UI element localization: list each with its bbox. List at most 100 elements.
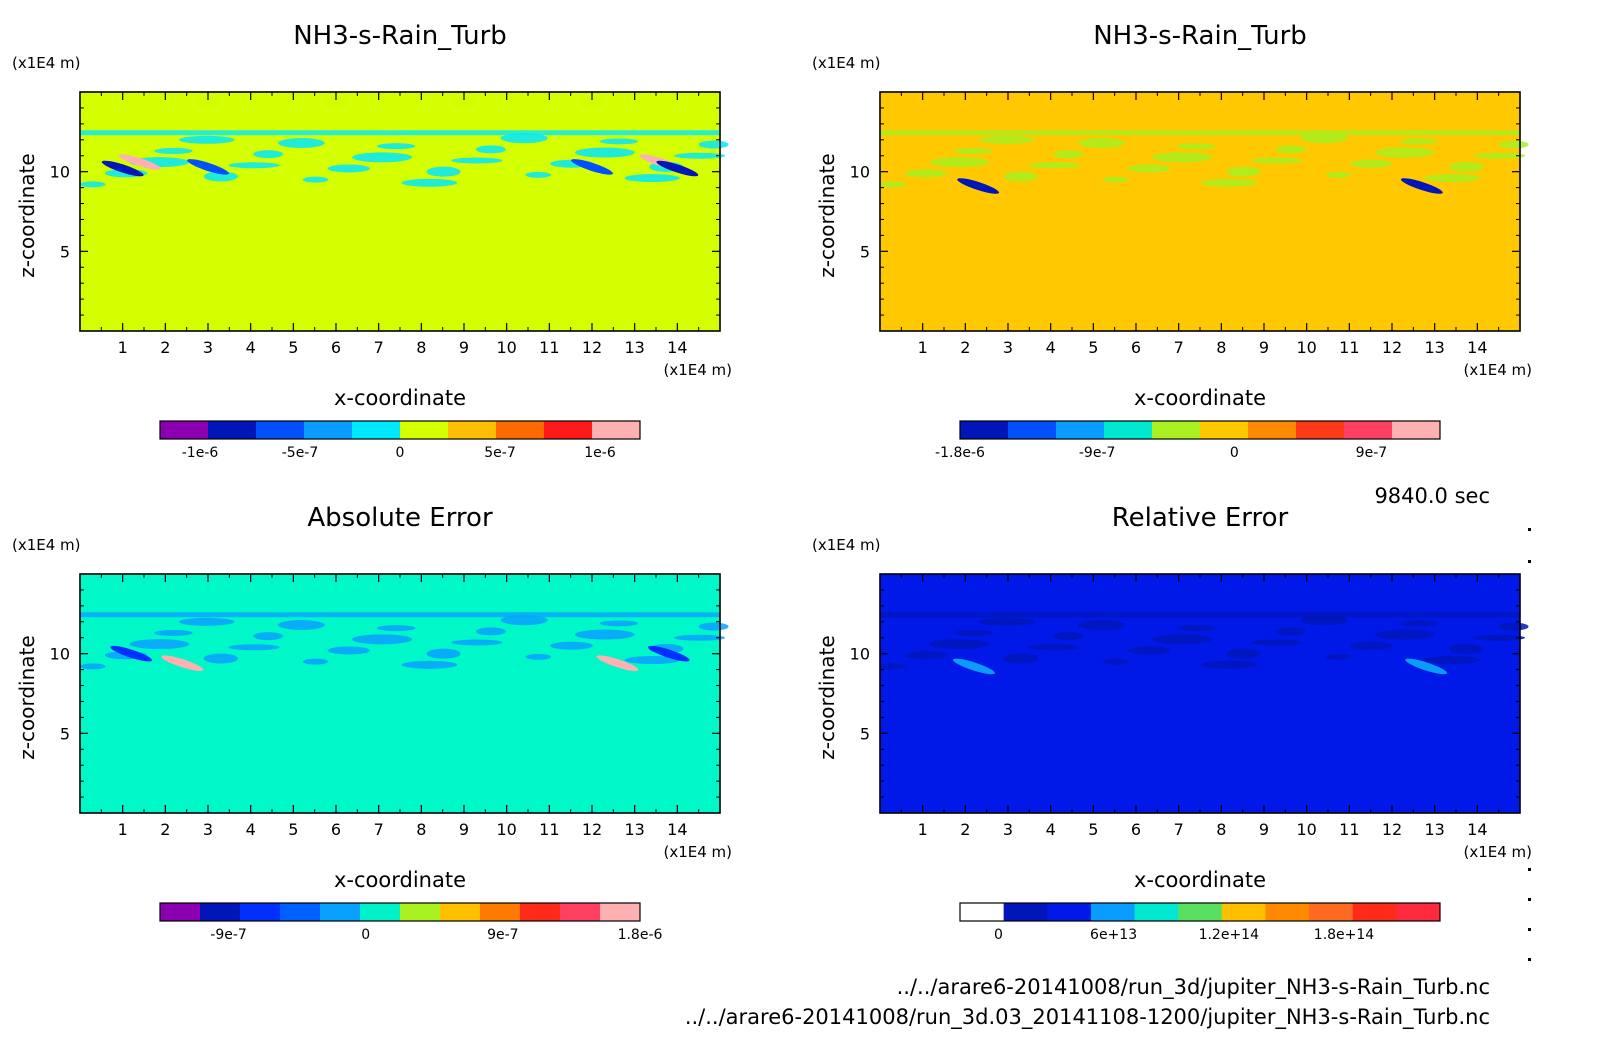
field-feature [161,655,204,672]
field-band [277,137,325,148]
field-band [228,644,280,651]
field-band [599,138,639,145]
chart-title: NH3-s-Rain_Turb [1093,21,1307,51]
y-axis-label: z-coordinate [815,153,839,277]
chart-panel-3: Absolute Error(x1E4 m)1 2 3 4 5 6 7 8 9 10 11 12 13 1… [12,503,732,943]
field-band [1374,629,1435,640]
x-tick-label: 3 [1003,338,1013,357]
field-band [880,663,906,670]
x-tick-label: 11 [1339,820,1359,839]
x-tick-label: 11 [539,338,559,357]
colorbar-segment [160,421,209,439]
field-band [475,145,506,154]
field-band [1473,634,1526,641]
x-tick-label: 8 [416,338,426,357]
field-band [954,629,993,636]
x-tick-label: 5 [288,338,298,357]
x-tick-label: 2 [960,338,970,357]
y-tick-label: 10 [850,645,870,664]
x-tick-label: 12 [1382,820,1402,839]
x-tick-label: 7 [374,338,384,357]
field-band [525,171,552,178]
field-band [426,648,461,659]
colorbar-tick-label: 5e-7 [484,445,515,461]
colorbar-tick-label: 0 [396,445,405,461]
x-tick-label: 5 [1088,338,1098,357]
dot-mark [1528,868,1531,871]
y-tick-label: 5 [60,724,70,743]
field-band [203,171,238,182]
field-band [376,625,416,632]
field-band [1399,620,1439,627]
field-band [1325,653,1352,660]
x-unit-label: (x1E4 m) [1463,361,1532,379]
colorbar-segment [496,421,545,439]
x-tick-label: 12 [582,338,602,357]
colorbar-tick-label: -9e-7 [210,927,247,943]
colorbar-tick-label: 0 [1230,445,1239,461]
field-band [1275,145,1306,154]
x-tick-label: 4 [246,338,256,357]
y-tick-label: 5 [60,242,70,261]
colorbar-segment [600,903,641,921]
field-band [401,178,458,187]
dot-mark [1528,528,1531,531]
colorbar-segment [520,903,561,921]
colorbar-tick-label: -5e-7 [282,445,319,461]
x-tick-label: 10 [496,820,516,839]
colorbar-segment [304,421,353,439]
x-tick-label: 5 [1088,820,1098,839]
field-band [904,169,948,178]
field-band [1300,133,1348,144]
field-feature [596,655,639,672]
x-tick-label: 11 [1339,338,1359,357]
field-feature [187,159,229,175]
y-tick-label: 10 [850,163,870,182]
field-band [1300,615,1348,626]
field-band [302,658,329,665]
x-tick-label: 12 [1382,338,1402,357]
colorbar-segment [352,421,401,439]
x-tick-label: 13 [1424,820,1444,839]
y-unit-label: (x1E4 m) [12,54,81,72]
field-feature [1405,658,1448,675]
chart-title: NH3-s-Rain_Turb [293,21,507,51]
field-feature [118,154,161,170]
x-tick-label: 10 [496,338,516,357]
field-band [80,663,106,670]
field-band [1325,171,1352,178]
field-band [253,632,284,641]
x-tick-label: 6 [1131,338,1141,357]
colorbar-tick-label: -1.8e-6 [935,445,985,461]
colorbar-segment [480,903,521,921]
x-unit-label: (x1E4 m) [663,361,732,379]
chart-panel-2: NH3-s-Rain_Turb(x1E4 m)1 2 3 4 5 6 7 8 9 10 11 12 13… [812,21,1532,461]
dot-mark [1528,958,1531,961]
x-tick-label: 6 [1131,820,1141,839]
field-band [1102,176,1129,183]
field-feature [957,178,1000,194]
x-tick-label: 8 [1216,338,1226,357]
x-tick-label: 7 [374,820,384,839]
field-band [451,157,503,164]
x-tick-label: 14 [667,338,687,357]
x-tick-label: 10 [1296,338,1316,357]
chart-panel-1: NH3-s-Rain_Turb(x1E4 m)1 2 3 4 5 6 7 8 9 10 11 12 13… [12,21,732,461]
field-band [1226,648,1261,659]
colorbar-segment [208,421,257,439]
field-band [1498,140,1529,149]
colorbar-segment [400,903,441,921]
field-band [154,147,193,154]
x-tick-label: 13 [624,338,644,357]
x-tick-label: 4 [1046,338,1056,357]
colorbar-tick-label: 6e+13 [1090,927,1137,943]
x-tick-label: 10 [1296,820,1316,839]
x-tick-label: 14 [1467,820,1487,839]
field-band [1003,653,1038,664]
x-tick-label: 3 [1003,820,1013,839]
chart-panel-4: Relative Error(x1E4 m)1 2 3 4 5 6 7 8 9 10 11 12 13 1… [812,503,1532,943]
colorbar-segment [360,903,401,921]
field-band-top [80,130,720,136]
colorbar-segment [256,421,305,439]
